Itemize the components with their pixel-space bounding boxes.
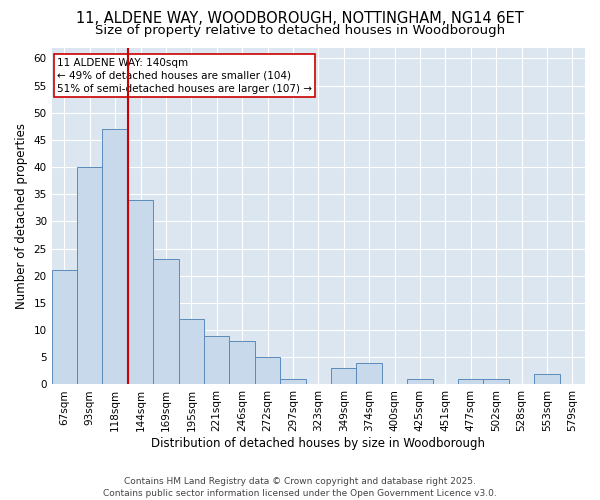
Y-axis label: Number of detached properties: Number of detached properties (15, 123, 28, 309)
Bar (484, 379, 509, 384)
Bar (407, 379, 433, 384)
Bar (229, 341, 255, 384)
Bar (534, 374, 560, 384)
Bar (458, 379, 484, 384)
Bar (331, 368, 356, 384)
Bar (153, 260, 179, 384)
Bar (356, 362, 382, 384)
Bar (280, 379, 305, 384)
Text: 11 ALDENE WAY: 140sqm
← 49% of detached houses are smaller (104)
51% of semi-det: 11 ALDENE WAY: 140sqm ← 49% of detached … (57, 58, 312, 94)
Text: Size of property relative to detached houses in Woodborough: Size of property relative to detached ho… (95, 24, 505, 37)
X-axis label: Distribution of detached houses by size in Woodborough: Distribution of detached houses by size … (151, 437, 485, 450)
Text: Contains HM Land Registry data © Crown copyright and database right 2025.
Contai: Contains HM Land Registry data © Crown c… (103, 476, 497, 498)
Bar (128, 200, 153, 384)
Text: 11, ALDENE WAY, WOODBOROUGH, NOTTINGHAM, NG14 6ET: 11, ALDENE WAY, WOODBOROUGH, NOTTINGHAM,… (76, 11, 524, 26)
Bar (255, 358, 280, 384)
Bar (52, 270, 77, 384)
Bar (103, 129, 128, 384)
Bar (77, 167, 103, 384)
Bar (204, 336, 229, 384)
Bar (179, 319, 204, 384)
